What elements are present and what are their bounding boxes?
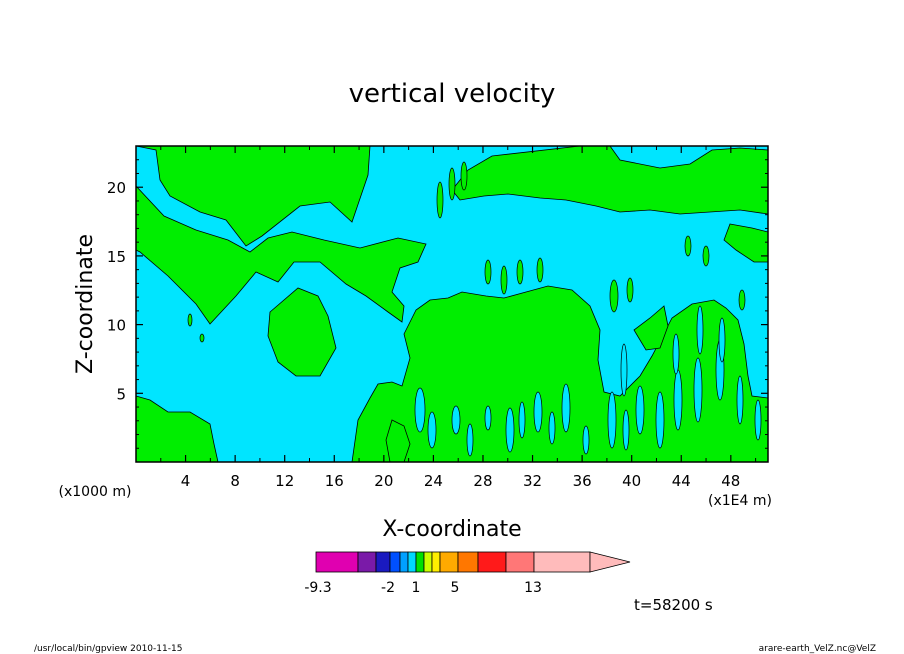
contour-region (723, 223, 768, 263)
y-tick-label: 15 (107, 248, 126, 266)
contour-streak (738, 289, 746, 311)
colorbar-tick-label: 5 (451, 580, 460, 596)
y-tick-label: 5 (116, 385, 126, 403)
x-tick-label: 4 (181, 472, 191, 490)
contour-streak (754, 399, 762, 441)
contour-streak (607, 391, 617, 449)
colorbar-tick-label: -2 (381, 580, 395, 596)
plot-frame (135, 145, 769, 463)
contour-streak (609, 279, 619, 313)
x-units-label: (x1000 m) (59, 484, 132, 500)
contour-streak (500, 265, 508, 295)
x-scale-label: (x1E4 m) (708, 493, 772, 509)
contour-streak (199, 333, 205, 343)
contour-streak (620, 343, 628, 397)
y-axis: 5 10 15 20 (107, 159, 768, 449)
contour-streak (451, 405, 461, 435)
colorbar-swatch (399, 551, 409, 573)
colorbar-tick-label: -9.3 (304, 580, 331, 596)
contour-region (451, 146, 768, 215)
x-tick-label: 36 (573, 472, 592, 490)
colorbar-swatch (375, 551, 391, 573)
x-tick-label: 32 (523, 472, 542, 490)
colorbar-swatch (431, 551, 441, 573)
contour-region (351, 285, 768, 462)
colorbar-swatch (407, 551, 417, 573)
x-tick-label: 8 (230, 472, 240, 490)
contour-streak (460, 161, 468, 191)
colorbar-swatch (477, 551, 507, 573)
x-axis: 4 8 12 16 20 24 28 32 36 40 44 48 (160, 146, 757, 490)
colorbar (315, 551, 631, 573)
contour-streak (187, 313, 193, 327)
colorbar-swatch (439, 551, 459, 573)
colorbar-swatch (389, 551, 401, 573)
contour-streak (702, 245, 710, 267)
colorbar-swatch (533, 551, 591, 573)
x-tick-label: 24 (424, 472, 443, 490)
contour-streak (427, 411, 437, 449)
contour-streak (693, 357, 703, 423)
contour-region (267, 287, 337, 377)
colorbar-swatch (423, 551, 433, 573)
colorbar-swatch (415, 551, 425, 573)
contour-streak (518, 401, 526, 439)
contour-streak (626, 277, 634, 303)
contour-streak (736, 375, 744, 425)
contour-streak (635, 385, 645, 435)
x-tick-label: 48 (721, 472, 740, 490)
contour-streak (505, 407, 515, 453)
contour-streak (448, 167, 456, 201)
contour-streak (655, 391, 665, 449)
contour-streak (684, 235, 692, 257)
colorbar-arrow (589, 551, 631, 573)
contour-streak (718, 317, 726, 363)
contour-streak (484, 405, 492, 431)
contour-streak (673, 369, 683, 431)
contour-streak (561, 383, 571, 433)
footer-right: arare-earth_VelZ.nc@VelZ (759, 644, 876, 654)
contour-streak (516, 259, 524, 285)
chart-title: vertical velocity (349, 79, 556, 109)
contour-streak (533, 391, 543, 433)
contour-streak (622, 409, 630, 451)
x-axis-label: X-coordinate (382, 517, 521, 542)
contour-streak (484, 259, 492, 285)
y-tick-label: 10 (107, 317, 126, 335)
time-label: t=58200 s (634, 596, 713, 614)
contour-streak (466, 423, 474, 457)
contour-region (633, 305, 669, 351)
colorbar-labels: -9.3 -2 1 5 13 (304, 580, 542, 596)
contour-streak (436, 181, 444, 219)
contour-region (385, 419, 411, 462)
colorbar-swatch (457, 551, 479, 573)
y-axis-label: Z-coordinate (73, 234, 98, 374)
x-tick-label: 16 (325, 472, 344, 490)
x-tick-label: 28 (473, 472, 492, 490)
contour-region (136, 146, 371, 247)
contour-region (136, 395, 219, 462)
velocity-field (136, 146, 768, 462)
x-tick-label: 20 (374, 472, 393, 490)
x-tick-label: 12 (275, 472, 294, 490)
contour-streak (414, 387, 426, 433)
plot-area (135, 145, 769, 463)
colorbar-tick-label: 1 (412, 580, 421, 596)
contour-streak (696, 305, 704, 355)
x-tick-label: 40 (622, 472, 641, 490)
x-tick-label: 44 (672, 472, 691, 490)
contour-streak (672, 333, 680, 375)
contour-streak (548, 411, 556, 445)
colorbar-swatch (315, 551, 359, 573)
y-tick-label: 20 (107, 179, 126, 197)
contour-streak (536, 257, 544, 283)
contour-region (136, 185, 427, 325)
colorbar-swatch (357, 551, 377, 573)
footer-left: /usr/local/bin/gpview 2010-11-15 (34, 644, 182, 654)
colorbar-swatch (505, 551, 535, 573)
contour-streak (582, 425, 590, 455)
colorbar-tick-label: 13 (524, 580, 542, 596)
